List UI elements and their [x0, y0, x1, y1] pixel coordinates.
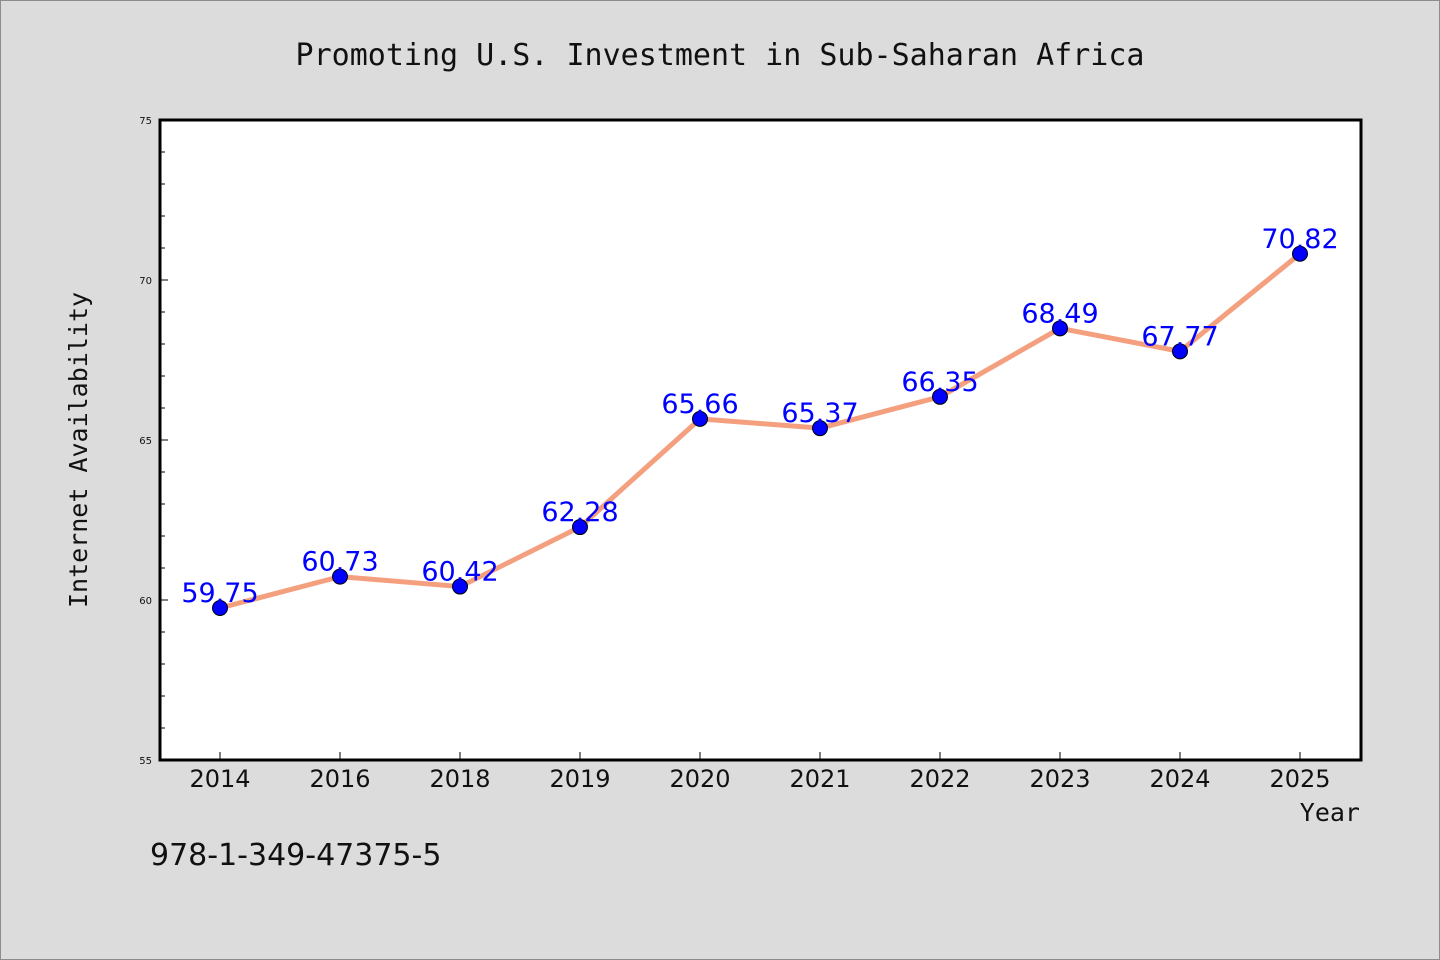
x-tick-label: 2018: [429, 765, 490, 793]
x-tick-label: 2024: [1149, 765, 1210, 793]
x-tick-label: 2019: [549, 765, 610, 793]
y-tick-label: 60: [139, 596, 152, 607]
x-axis-label: Year: [1300, 798, 1360, 827]
series-line: [217, 251, 1303, 611]
data-point: [572, 519, 588, 536]
y-axis-label: Internet Availability: [64, 292, 93, 608]
chart-title: Promoting U.S. Investment in Sub-Saharan…: [296, 38, 1145, 73]
y-axis-tick-labels: 55 60 65 70 75: [139, 116, 152, 767]
data-label: 65.66: [661, 389, 738, 420]
y-tick-label: 55: [139, 756, 152, 767]
data-point: [812, 420, 828, 437]
x-axis-ticks: [219, 752, 1301, 760]
data-point: [212, 600, 228, 616]
data-label: 70.82: [1261, 224, 1338, 255]
footnote-isbn: 978-1-349-47375-5: [150, 838, 441, 873]
data-point: [932, 388, 948, 405]
data-label: 67.77: [1141, 321, 1218, 352]
data-point: [1052, 320, 1068, 337]
data-point: [692, 410, 708, 427]
x-axis-tick-labels: 2014 2016 2018 2019 2020 2021 2022 2023 2024 2025: [189, 765, 1330, 793]
data-label: 60.42: [421, 557, 498, 588]
x-tick-label: 2021: [789, 765, 850, 793]
y-tick-label: 65: [139, 436, 152, 447]
data-label: 68.49: [1021, 298, 1098, 329]
data-point: [1172, 343, 1188, 360]
data-labels: 59.75 60.73 60.42 62.28 65.66 65.37 66.35 68.49…: [181, 224, 1338, 609]
y-axis-ticks: [160, 119, 168, 761]
x-tick-label: 2022: [909, 765, 970, 793]
x-tick-label: 2025: [1269, 765, 1330, 793]
y-tick-label: 75: [139, 116, 152, 127]
data-label: 62.28: [541, 497, 618, 528]
data-label: 66.35: [901, 367, 978, 398]
y-tick-label: 70: [139, 276, 152, 287]
plot-area: [158, 118, 1363, 762]
data-point: [332, 568, 348, 585]
x-tick-label: 2014: [189, 765, 250, 793]
data-label: 59.75: [181, 578, 258, 609]
x-tick-label: 2016: [309, 765, 370, 793]
data-label: 65.37: [781, 398, 858, 429]
x-tick-label: 2020: [669, 765, 730, 793]
data-point: [1292, 245, 1308, 262]
data-markers: [212, 245, 1308, 616]
x-tick-label: 2023: [1029, 765, 1090, 793]
data-point: [452, 578, 468, 595]
data-label: 60.73: [301, 547, 378, 578]
